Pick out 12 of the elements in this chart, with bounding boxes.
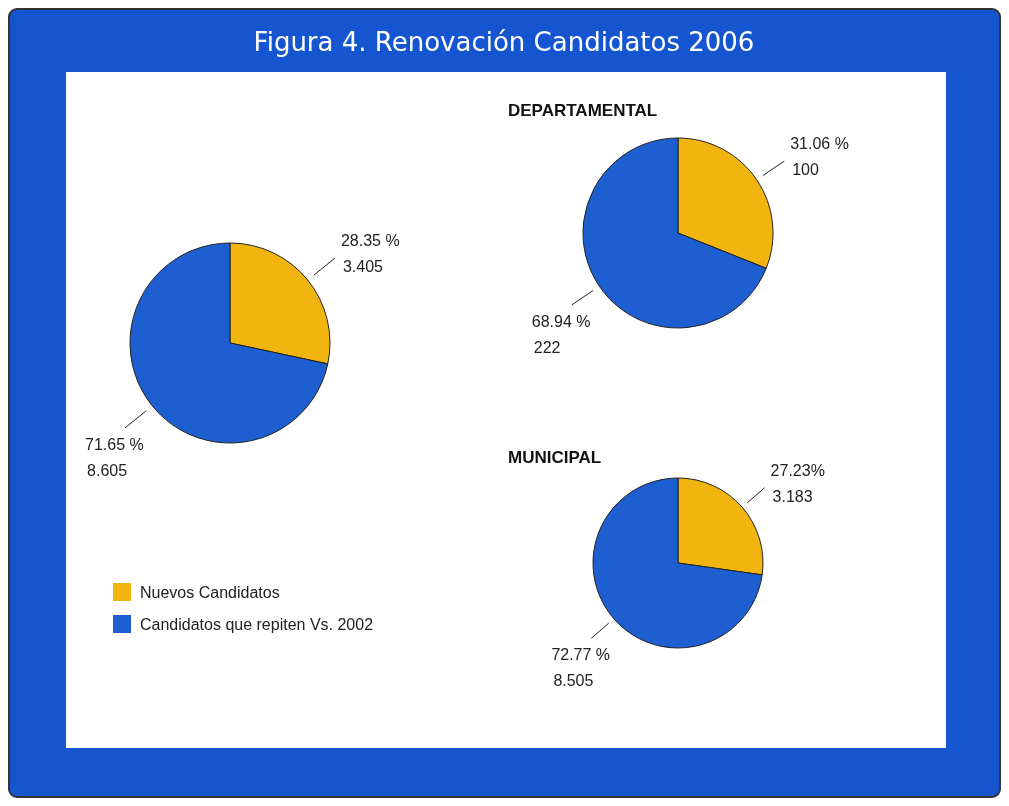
pie-slice <box>592 477 763 649</box>
legend-label: Candidatos que repiten Vs. 2002 <box>140 616 374 633</box>
chart-title: DEPARTAMENTAL <box>508 101 658 120</box>
data-label: 31.06 % 100 <box>790 135 849 179</box>
data-label: 72.77 % 8.505 <box>551 646 611 690</box>
data-label: 28.35 % 3.405 <box>340 232 400 276</box>
text: Figura 4. Renovación Candidatos 2006 <box>253 27 755 57</box>
chart-title: MUNICIPAL <box>508 448 602 467</box>
data-label: 71.65 % 8.605 <box>85 435 144 479</box>
data-label: 68.94 % 222 <box>531 312 591 356</box>
legend-label: Nuevos Candidatos <box>140 584 280 601</box>
data-label: 27.23% 3.183 <box>770 461 825 505</box>
